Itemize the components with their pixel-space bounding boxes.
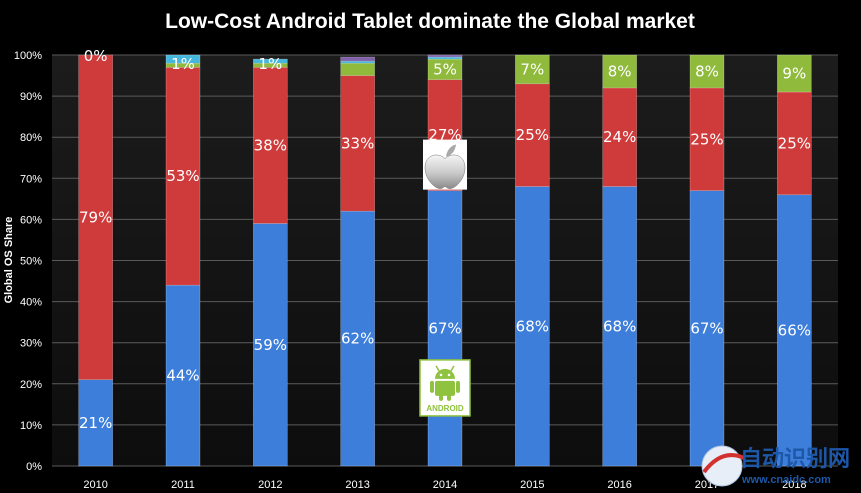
bar-segment	[689, 87, 725, 191]
data-label: 62%	[341, 330, 374, 348]
data-label: 68%	[516, 317, 549, 335]
android-eye	[447, 373, 451, 377]
bar-segment	[777, 194, 812, 467]
bar-segment	[427, 56, 463, 60]
bar-segment	[602, 186, 637, 467]
watermark-swoosh-icon	[702, 453, 745, 474]
bar-segment	[777, 54, 812, 93]
x-tick-label: 2010	[83, 479, 107, 491]
data-label: 44%	[166, 367, 199, 385]
android-arm	[430, 380, 434, 393]
bar-segment	[253, 223, 288, 467]
data-label: 38%	[254, 136, 287, 154]
android-antenna	[450, 365, 455, 372]
data-label: 25%	[690, 130, 723, 148]
data-labels: 21%79%0%44%53%1%59%38%1%62%33%67%27%5%68…	[79, 47, 811, 432]
data-label: 21%	[79, 414, 112, 432]
watermark-url: www.cnaidc.com	[741, 474, 831, 486]
y-tick-label: 60%	[20, 214, 42, 226]
data-label: 67%	[428, 319, 461, 337]
data-label: 1%	[258, 55, 282, 73]
android-logo-icon: ANDROID	[419, 359, 471, 417]
data-label: 7%	[520, 60, 544, 78]
x-tick-label: 2011	[171, 479, 195, 491]
y-tick-label: 80%	[20, 132, 42, 144]
watermark-text: 自动识别网	[740, 446, 850, 472]
apple-body	[424, 154, 466, 189]
y-axis-label: Global OS Share	[3, 217, 15, 304]
data-label: 33%	[341, 134, 374, 152]
y-tick-label: 100%	[14, 50, 42, 62]
x-tick-label: 2014	[433, 479, 457, 491]
bar-segment	[602, 54, 637, 89]
x-axis-ticks: 2010 2011 2012 2013 2014 2015 2016 2017 2018	[83, 479, 806, 491]
android-eye	[439, 373, 443, 377]
data-label: 0%	[84, 47, 108, 65]
bars	[78, 54, 812, 467]
y-tick-label: 40%	[20, 297, 42, 309]
y-tick-label: 10%	[20, 420, 42, 432]
bar-segment	[515, 54, 550, 85]
os-logos: ANDROID	[419, 139, 471, 417]
y-tick-label: 0%	[26, 461, 42, 473]
bar-segment	[427, 54, 463, 58]
android-wordmark: ANDROID	[426, 404, 464, 413]
data-label: 59%	[254, 336, 287, 354]
bar-segment	[515, 186, 550, 467]
data-label: 8%	[608, 62, 632, 80]
bar-segment	[689, 190, 725, 467]
y-tick-label: 70%	[20, 173, 42, 185]
bar-segment	[165, 67, 201, 286]
bar-segment	[515, 83, 550, 187]
data-label: 8%	[695, 62, 719, 80]
watermark: 自动识别网 www.cnaidc.com	[701, 445, 850, 487]
bar-segment	[602, 87, 637, 187]
data-label: 53%	[166, 167, 199, 185]
bar-segment	[253, 58, 288, 64]
bar-segment	[340, 56, 375, 62]
data-label: 9%	[782, 64, 806, 82]
data-label: 25%	[778, 134, 811, 152]
bar-segment	[340, 75, 375, 212]
apple-logo-icon	[423, 139, 467, 190]
bar-segment	[253, 67, 288, 224]
bar-segment	[427, 190, 463, 467]
apple-leaf	[446, 144, 456, 157]
x-tick-label: 2018	[782, 479, 806, 491]
data-label: 68%	[603, 317, 636, 335]
data-label: 66%	[778, 321, 811, 339]
bar-segment	[78, 54, 113, 380]
data-label: 25%	[516, 126, 549, 144]
data-label: 67%	[690, 319, 723, 337]
y-tick-label: 20%	[20, 379, 42, 391]
x-tick-label: 2012	[258, 479, 282, 491]
data-label: 5%	[433, 60, 457, 78]
bar-segment	[340, 62, 375, 76]
bar-segment	[777, 91, 812, 196]
data-label: 24%	[603, 128, 636, 146]
y-tick-label: 50%	[20, 256, 42, 268]
android-leg	[439, 394, 443, 401]
x-tick-label: 2016	[607, 479, 631, 491]
android-leg	[447, 394, 451, 401]
x-tick-label: 2013	[345, 479, 369, 491]
data-label: 1%	[171, 55, 195, 73]
bar-segment	[689, 54, 725, 89]
chart-title: Low-Cost Android Tablet dominate the Glo…	[165, 10, 695, 33]
x-tick-label: 2015	[520, 479, 544, 491]
bar-segment	[78, 379, 113, 467]
y-tick-label: 30%	[20, 338, 42, 350]
y-tick-label: 90%	[20, 91, 42, 103]
android-antenna	[435, 365, 440, 372]
android-head	[435, 368, 455, 379]
bar-segment	[165, 284, 201, 467]
android-body	[435, 380, 455, 396]
bar-segment	[340, 60, 375, 64]
data-label: 79%	[79, 208, 112, 226]
y-axis-ticks: 0% 10% 20% 30% 40% 50% 60% 70% 80% 90% 100%	[14, 50, 42, 473]
android-arm	[456, 380, 460, 393]
bar-segment	[165, 54, 201, 64]
